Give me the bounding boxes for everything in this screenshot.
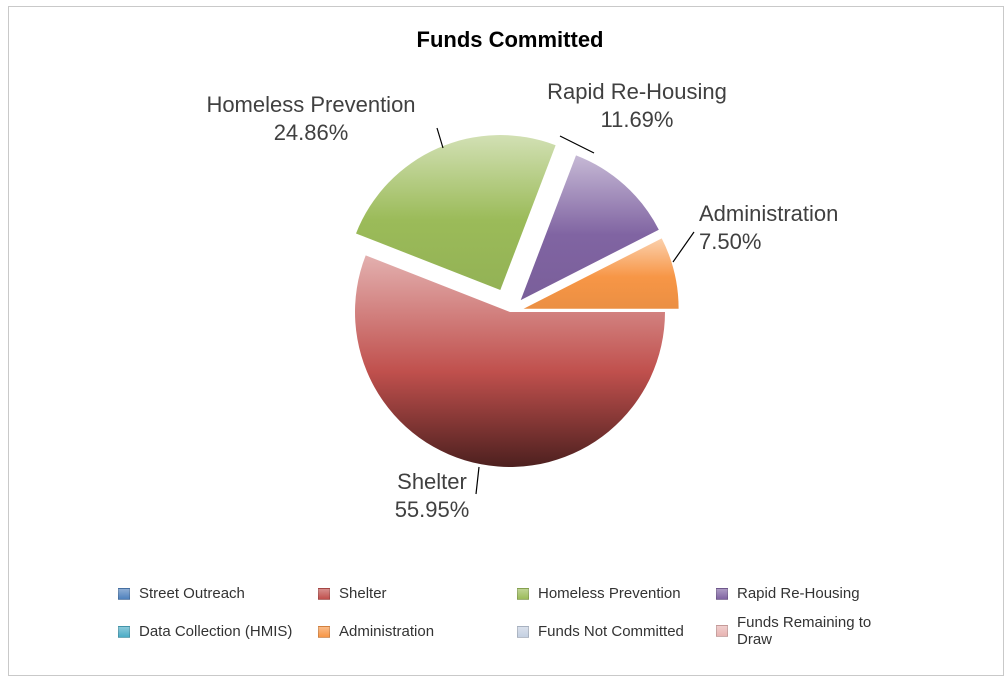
pie-slice-homeless-prevention — [356, 135, 556, 291]
leader-line — [559, 135, 595, 154]
leader-line — [672, 231, 695, 263]
leader-line — [436, 127, 444, 149]
slice-name-label: Rapid Re-Housing — [547, 79, 727, 104]
slice-percent-label: 24.86% — [274, 120, 349, 145]
pie-slice-administration — [523, 238, 679, 309]
slice-name-label: Administration — [699, 201, 838, 226]
pie-slice-shelter — [354, 255, 665, 468]
slice-percent-label: 55.95% — [395, 497, 470, 522]
slice-percent-label: 7.50% — [699, 229, 761, 254]
pie-slice-rapid-re-housing — [520, 155, 659, 301]
slice-percent-label: 11.69% — [601, 107, 674, 132]
slice-name-label: Homeless Prevention — [206, 92, 415, 117]
slice-name-label: Shelter — [397, 469, 467, 494]
chart-title: Funds Committed — [416, 27, 604, 52]
leader-line — [475, 466, 480, 495]
